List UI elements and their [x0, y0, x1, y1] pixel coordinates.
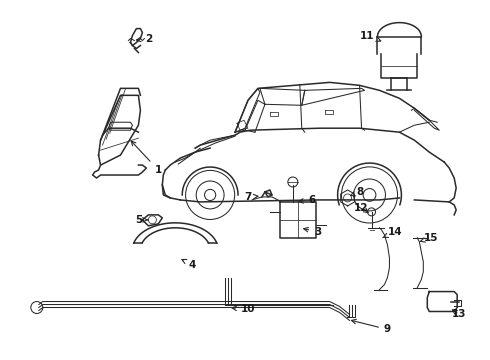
Text: 3: 3: [304, 227, 321, 237]
Text: 6: 6: [299, 195, 316, 205]
Text: 4: 4: [182, 260, 196, 270]
Text: 9: 9: [351, 319, 391, 334]
Text: 12: 12: [354, 203, 369, 213]
Text: 1: 1: [131, 141, 162, 175]
Text: 2: 2: [136, 33, 152, 44]
Text: 5: 5: [135, 215, 147, 225]
Text: 7: 7: [245, 192, 258, 202]
Text: 11: 11: [360, 31, 381, 41]
Text: 10: 10: [232, 305, 255, 315]
Text: 13: 13: [452, 310, 466, 319]
Text: 15: 15: [420, 233, 439, 243]
Text: 14: 14: [383, 227, 403, 238]
Text: 8: 8: [350, 187, 363, 197]
